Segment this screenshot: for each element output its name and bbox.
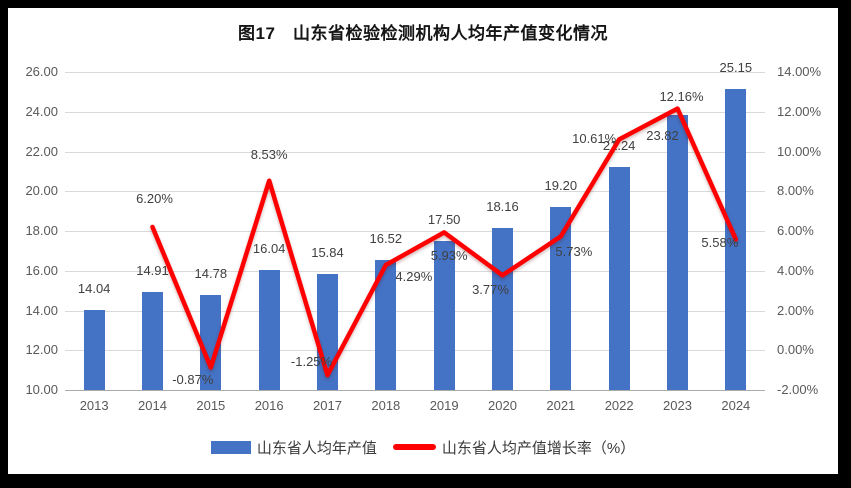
- gridline: [65, 350, 765, 352]
- gridline: [65, 231, 765, 232]
- bar-2013: [83, 309, 105, 390]
- gridline: [65, 390, 765, 391]
- gridline: [65, 270, 765, 272]
- gridline: [65, 191, 765, 193]
- x-axis-label-2019: 2019: [429, 398, 459, 413]
- legend-item-label: 山东省人均年产值: [256, 439, 377, 457]
- line-value-label: 3.77%: [472, 282, 509, 298]
- x-axis-label-2013: 2013: [79, 398, 109, 413]
- gridline: [65, 310, 765, 312]
- x-axis-label-2017: 2017: [313, 398, 342, 413]
- bar-2023: [667, 115, 688, 390]
- growth-line: [150, 106, 739, 378]
- bar-2022: [608, 166, 630, 390]
- right-axis-tick: 10.00%: [777, 143, 822, 159]
- left-axis-tick: 20.00: [25, 183, 58, 199]
- left-axis-tick: 18.00: [25, 223, 58, 238]
- x-axis-label-2018: 2018: [371, 398, 401, 413]
- right-axis-tick: 12.00%: [777, 103, 822, 119]
- bar-value-label: 18.16: [486, 198, 519, 214]
- line-value-label: 4.29%: [395, 268, 433, 284]
- legend-item-line: 山东省人均产值增长率（%）: [392, 437, 636, 458]
- right-axis-tick: 8.00%: [777, 183, 814, 199]
- bar-value-label: 21.24: [602, 137, 636, 153]
- plot-area: 14.04 14.91 14.78 16.04 15.84 16.52 17.50 18.16…: [65, 60, 765, 391]
- bar-2019: [433, 240, 455, 390]
- line-value-label: 8.53%: [250, 146, 288, 162]
- x-axis-label-2024: 2024: [721, 398, 751, 413]
- left-axis-tick: 10.00: [25, 382, 58, 397]
- bar-2020: [492, 227, 513, 390]
- right-axis-tick: 4.00%: [777, 262, 814, 278]
- bar-value-label: 19.20: [544, 178, 578, 194]
- line-value-label: 6.20%: [136, 191, 173, 207]
- bar-2015: [200, 294, 222, 390]
- left-axis-tick: 16.00: [25, 262, 58, 278]
- right-axis-tick: 14.00%: [777, 64, 822, 79]
- line-value-label: 12.16%: [659, 88, 704, 104]
- bar-2018: [375, 260, 397, 390]
- right-axis-tick: 2.00%: [777, 302, 814, 318]
- legend-line-swatch: [392, 444, 436, 450]
- bar-value-label: 25.15: [719, 59, 753, 75]
- bar-value-label: 14.91: [136, 263, 169, 279]
- chart-container: 图17 山东省检验检测机构人均年产值变化情况 26.00 24.00 22.00 20…: [8, 8, 838, 474]
- x-axis-label-2023: 2023: [663, 398, 692, 413]
- line-value-label: 10.61%: [572, 131, 617, 147]
- right-axis-tick: -2.00%: [777, 382, 819, 397]
- bar-value-label: 15.84: [311, 244, 344, 260]
- legend-bar-swatch: [210, 440, 251, 454]
- bar-value-label: 16.04: [252, 240, 286, 256]
- right-axis-tick: 6.00%: [777, 223, 814, 238]
- line-value-label: 5.73%: [555, 244, 593, 260]
- bar-value-label: 16.52: [369, 231, 403, 247]
- line-value-label: 5.93%: [430, 248, 468, 264]
- x-axis-label-2014: 2014: [138, 398, 167, 413]
- left-axis-tick: 14.00: [25, 302, 58, 318]
- bar-2014: [142, 292, 163, 390]
- bar-value-label: 17.50: [427, 211, 461, 227]
- gridline: [65, 72, 765, 73]
- bar-2021: [550, 207, 572, 390]
- bar-value-label: 14.04: [77, 280, 111, 296]
- bar-2016: [258, 269, 280, 390]
- x-axis-label-2020: 2020: [488, 398, 517, 413]
- x-axis-label-2015: 2015: [196, 398, 226, 413]
- right-axis-tick: 0.00%: [777, 342, 814, 358]
- line-value-label: -0.87%: [172, 371, 214, 387]
- bar-value-label: 23.82: [646, 128, 679, 144]
- left-axis-tick: 26.00: [25, 64, 58, 79]
- left-axis-tick: 12.00: [25, 342, 58, 358]
- x-axis-label-2016: 2016: [254, 398, 284, 413]
- legend: 山东省人均年产值 山东省人均产值增长率（%）: [8, 436, 838, 458]
- line-value-label: 5.58%: [701, 235, 739, 251]
- legend-item-bar: 山东省人均年产值: [210, 437, 377, 458]
- left-axis-tick: 22.00: [25, 143, 58, 159]
- gridline: [65, 151, 765, 153]
- x-axis-label-2021: 2021: [546, 398, 576, 413]
- chart-title: 图17 山东省检验检测机构人均年产值变化情况: [238, 24, 608, 43]
- bar-value-label: 14.78: [194, 265, 228, 281]
- line-value-label: -1.25%: [290, 354, 333, 370]
- gridline: [65, 111, 765, 113]
- legend-item-label: 山东省人均产值增长率（%）: [441, 439, 636, 457]
- growth-line-layer: [150, 106, 739, 378]
- x-axis-label-2022: 2022: [604, 398, 634, 413]
- left-axis-tick: 24.00: [25, 103, 58, 119]
